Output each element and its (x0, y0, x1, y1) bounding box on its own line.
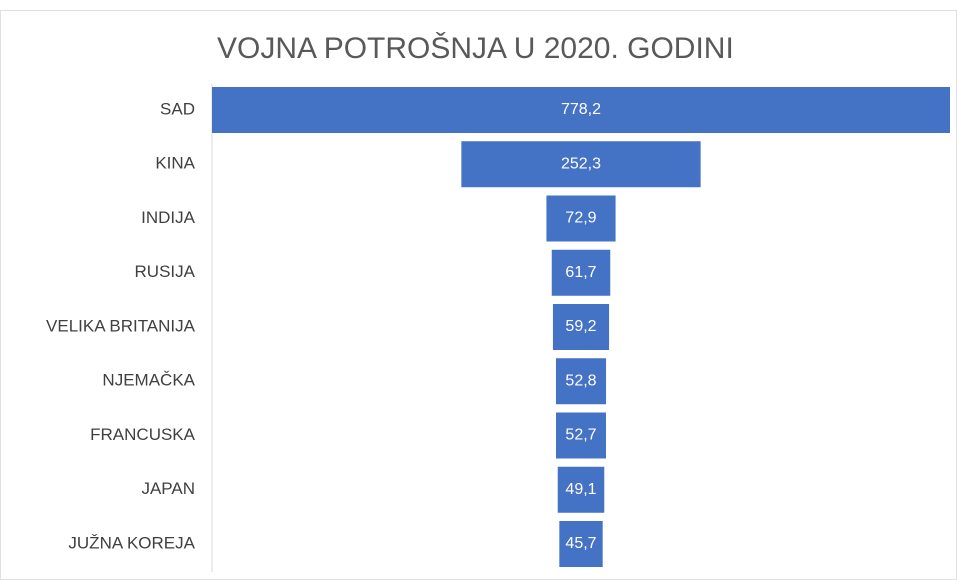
bar (552, 304, 610, 350)
value-label: 61,7 (565, 264, 596, 281)
value-label: 49,1 (565, 481, 596, 498)
chart-title: VOJNA POTROŠNJA U 2020. GODINI (217, 31, 734, 65)
category-label: JAPAN (141, 479, 195, 498)
bar (559, 521, 603, 567)
bar (551, 249, 611, 296)
category-label: SAD (160, 99, 195, 118)
value-label: 72,9 (565, 210, 596, 227)
bar (557, 466, 605, 513)
category-label: KINA (155, 154, 195, 173)
value-label: 778,2 (561, 101, 601, 118)
category-label: FRANCUSKA (90, 425, 196, 444)
category-label: NJEMAČKA (102, 371, 195, 390)
category-label: RUSIJA (135, 262, 196, 281)
bar (546, 195, 616, 242)
bar (555, 358, 607, 405)
value-label: 52,7 (565, 427, 596, 444)
value-label: 59,2 (565, 318, 596, 335)
value-label: 252,3 (561, 155, 601, 172)
bar (461, 141, 701, 188)
bar (556, 412, 606, 459)
category-label: VELIKA BRITANIJA (46, 316, 196, 335)
category-label: INDIJA (141, 208, 196, 227)
value-label: 52,8 (565, 372, 596, 389)
category-label: JUŽNA KOREJA (68, 533, 195, 552)
bar (212, 87, 950, 133)
value-label: 45,7 (565, 535, 596, 552)
